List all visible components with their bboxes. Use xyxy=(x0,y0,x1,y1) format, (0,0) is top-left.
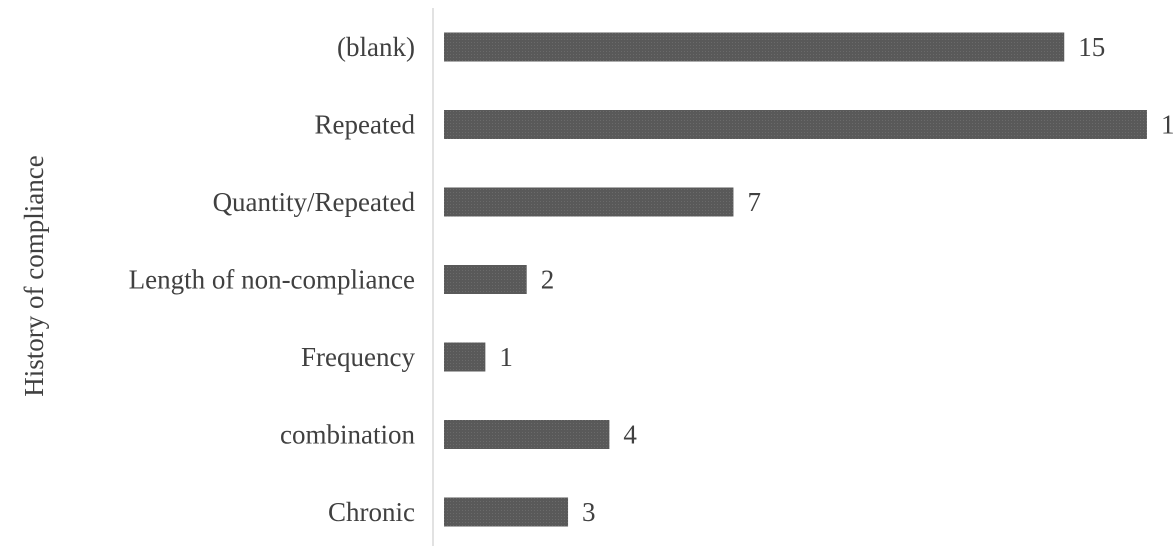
y-axis-title: History of compliance xyxy=(19,155,49,396)
category-labels: (blank) Repeated Quantity/Repeated Length o… xyxy=(129,32,416,527)
bar xyxy=(444,32,1065,62)
value-label: 1 xyxy=(499,342,512,372)
category-label: (blank) xyxy=(337,32,415,62)
category-label: Repeated xyxy=(315,110,416,140)
category-label: Frequency xyxy=(301,342,415,372)
value-label: 3 xyxy=(582,497,596,527)
value-label: 15 xyxy=(1078,32,1105,62)
data-labels: 15 17 7 2 1 4 3 xyxy=(499,32,1175,527)
bar xyxy=(444,497,569,527)
bar xyxy=(444,420,610,449)
bar xyxy=(444,265,527,294)
bar xyxy=(444,342,486,372)
category-label: combination xyxy=(280,420,415,450)
value-label: 7 xyxy=(747,187,761,217)
bars xyxy=(444,32,1147,527)
category-label: Length of non-compliance xyxy=(129,265,415,295)
value-label: 17 xyxy=(1161,110,1175,140)
value-label: 2 xyxy=(541,265,555,295)
bar xyxy=(444,110,1147,139)
category-label: Chronic xyxy=(328,497,415,527)
category-label: Quantity/Repeated xyxy=(213,187,416,217)
bar xyxy=(444,187,734,217)
value-label: 4 xyxy=(623,420,637,450)
